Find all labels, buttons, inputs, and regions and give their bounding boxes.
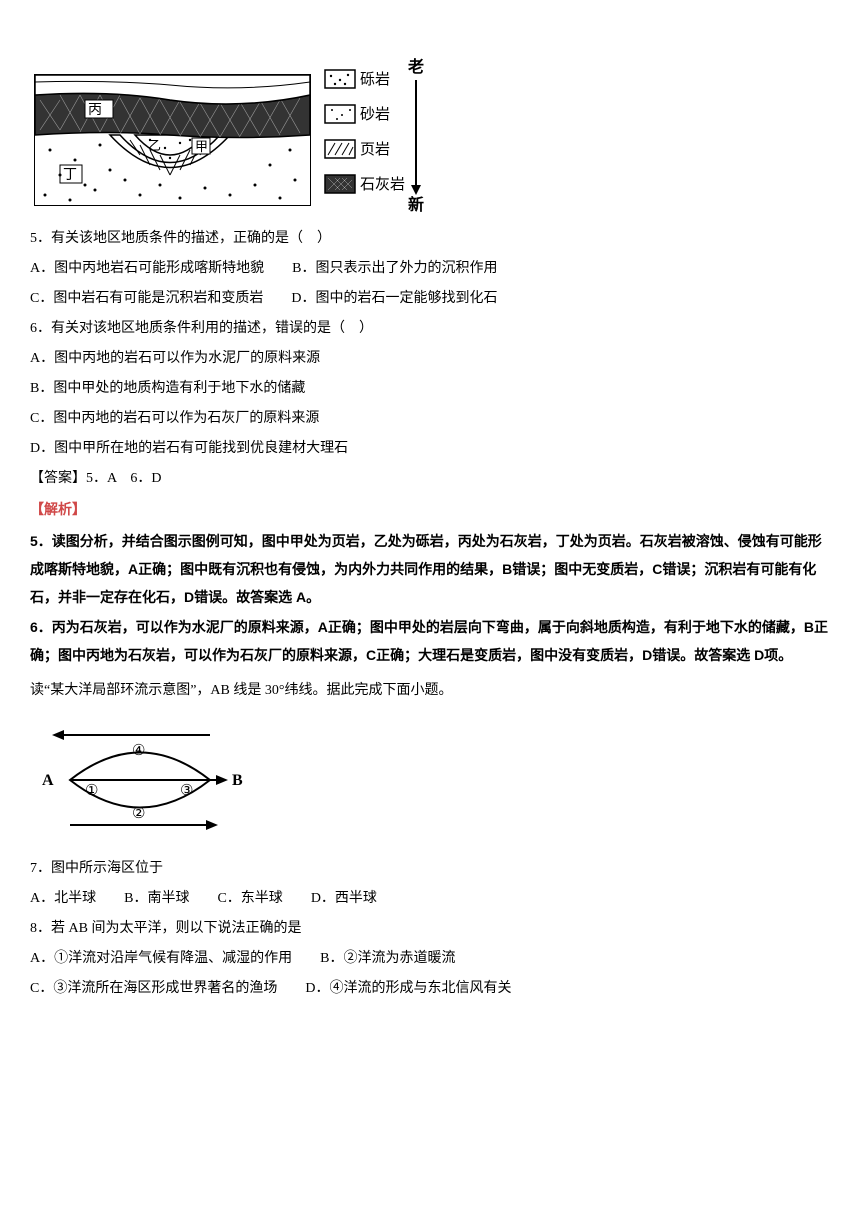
q5-options-cd: C．图中岩石有可能是沉积岩和变质岩 D．图中的岩石一定能够找到化石 <box>30 285 830 313</box>
q8-options-ab: A．①洋流对沿岸气候有降温、减湿的作用 B．②洋流为赤道暖流 <box>30 945 830 973</box>
q7-options: A．北半球 B．南半球 C．东半球 D．西半球 <box>30 885 830 913</box>
q5-stem: 5．有关该地区地质条件的描述，正确的是（ ） <box>30 225 830 253</box>
legend-sandstone: 砂岩 <box>360 106 390 123</box>
q7-stem: 7．图中所示海区位于 <box>30 855 830 883</box>
ocean-current-diagram: A B ① ② ③ ④ <box>30 715 830 845</box>
answer-56: 【答案】5．A 6．D <box>30 465 830 493</box>
analysis-6: 6．丙为石灰岩，可以作为水泥厂的原料来源，A正确；图中甲处的岩层向下弯曲，属于向… <box>30 613 830 669</box>
q6-optC: C．图中丙地的岩石可以作为石灰厂的原料来源 <box>30 405 830 433</box>
legend-gravel: 砾岩 <box>360 71 390 88</box>
label-jia: 甲 <box>195 139 208 154</box>
intro-78: 读“某大洋局部环流示意图”，AB 线是 30°纬线。据此完成下面小题。 <box>30 677 830 705</box>
q8-stem: 8．若 AB 间为太平洋，则以下说法正确的是 <box>30 915 830 943</box>
label-2: ② <box>132 806 145 822</box>
label-A: A <box>42 772 54 789</box>
q6-optA: A．图中丙地的岩石可以作为水泥厂的原料来源 <box>30 345 830 373</box>
q6-optB: B．图中甲处的地质构造有利于地下水的储藏 <box>30 375 830 403</box>
label-1: ① <box>85 783 98 799</box>
analysis-5: 5．读图分析，并结合图示图例可知，图中甲处为页岩，乙处为砾岩，丙处为石灰岩，丁处… <box>30 527 830 611</box>
q6-optD: D．图中甲所在地的岩石有可能找到优良建材大理石 <box>30 435 830 463</box>
label-B: B <box>232 772 243 789</box>
q6-stem: 6．有关对该地区地质条件利用的描述，错误的是（ ） <box>30 315 830 343</box>
q8-options-cd: C．③洋流所在海区形成世界著名的渔场 D．④洋流的形成与东北信风有关 <box>30 975 830 1003</box>
label-4: ④ <box>132 743 145 759</box>
geology-cross-section-diagram: 丙 乙 甲 丁 砾岩 砂岩 页岩 石灰岩 老 新 <box>30 40 830 215</box>
age-new: 新 <box>408 195 424 214</box>
q5-options-ab: A．图中丙地岩石可能形成喀斯特地貌 B．图只表示出了外力的沉积作用 <box>30 255 830 283</box>
legend-limestone: 石灰岩 <box>360 176 405 193</box>
analysis-label: 【解析】 <box>30 495 830 525</box>
label-yi: 乙 <box>148 138 161 153</box>
age-old: 老 <box>407 57 424 76</box>
label-bing: 丙 <box>88 103 102 118</box>
label-ding: 丁 <box>63 168 77 183</box>
legend-shale: 页岩 <box>360 141 390 158</box>
label-3: ③ <box>180 783 193 799</box>
